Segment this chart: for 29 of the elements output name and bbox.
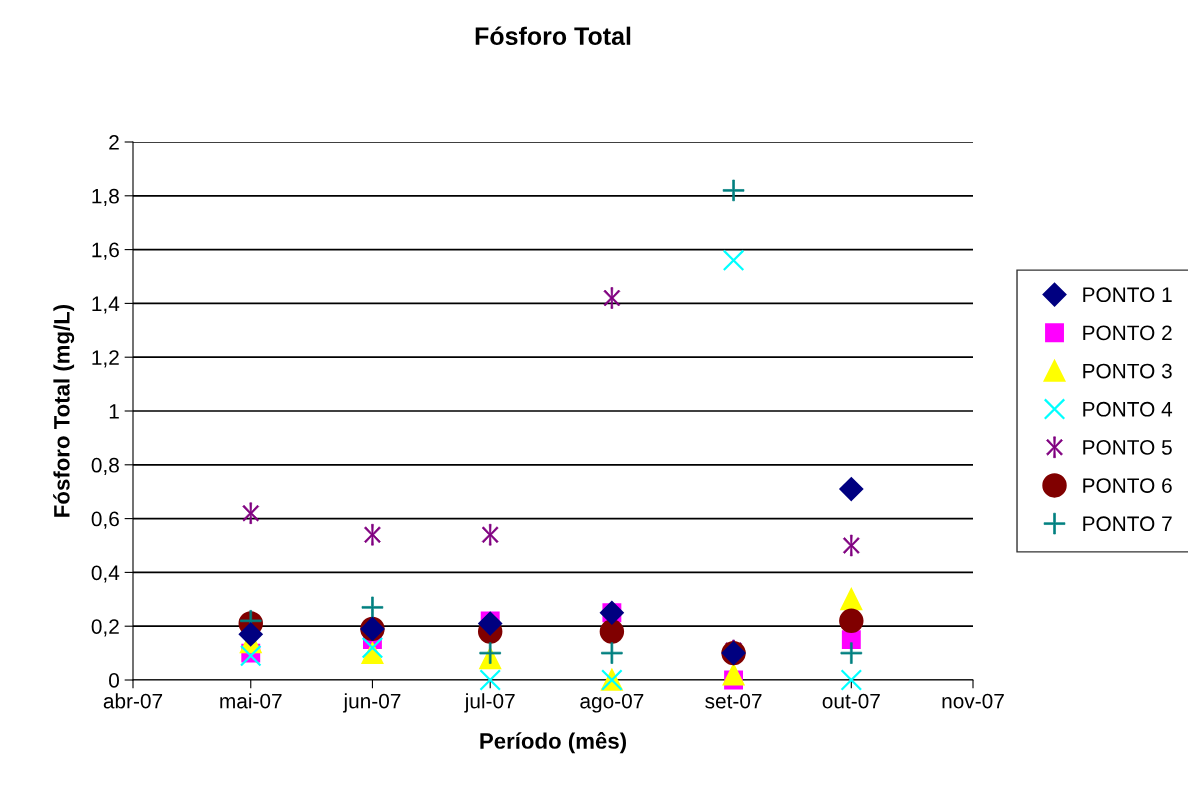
legend-label: PONTO 5	[1083, 440, 1172, 455]
legend-label: PONTO 3	[1083, 363, 1172, 379]
x-tick-label: mai-07	[220, 693, 282, 709]
y-tick-label: 1,4	[92, 296, 120, 314]
x-tick-label: nov-07	[942, 693, 1004, 709]
y-tick-label: 0,2	[91, 619, 119, 637]
x-tick-label: abr-07	[103, 693, 163, 709]
y-tick-label: 1,8	[92, 188, 119, 207]
y-tick-label: 2	[109, 135, 119, 150]
y-axis-title: Fósforo Total (mg/L)	[53, 304, 75, 517]
legend-label: PONTO 7	[1083, 516, 1172, 532]
x-tick-label: out-07	[822, 693, 880, 709]
y-tick-label: 0,4	[91, 565, 120, 583]
x-tick-label: jul-07	[464, 693, 515, 713]
legend-label: PONTO 6	[1083, 478, 1172, 493]
y-tick-label: 1,2	[92, 350, 119, 368]
x-tick-label: ago-07	[580, 693, 644, 713]
legend-label: PONTO 2	[1083, 325, 1172, 341]
x-tick-label: jun-07	[342, 693, 401, 713]
y-tick-label: 0,6	[91, 511, 119, 529]
y-tick-label: 1,6	[92, 242, 119, 260]
x-tick-label: set-07	[705, 693, 762, 709]
legend-label: PONTO 1	[1083, 287, 1172, 303]
y-tick-label: 0	[109, 673, 119, 688]
legend-label: PONTO 4	[1083, 401, 1173, 417]
y-tick-label: 0,8	[91, 457, 119, 476]
x-axis-title: Período (mês)	[480, 732, 626, 754]
y-tick-label: 1	[109, 404, 119, 419]
chart-title: Fósforo Total	[475, 26, 631, 46]
